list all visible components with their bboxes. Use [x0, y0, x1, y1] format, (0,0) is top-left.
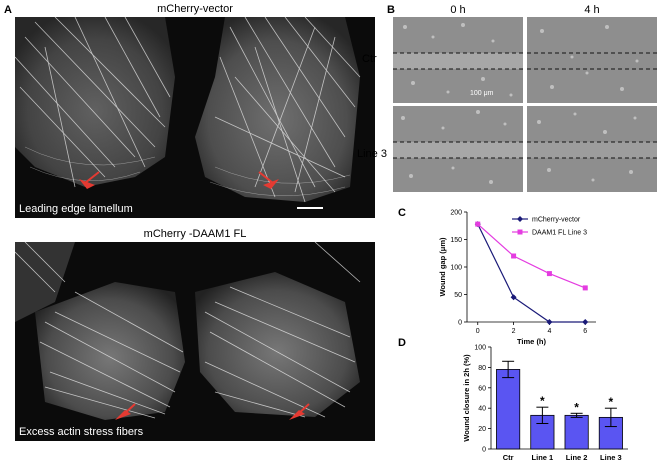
legend-marker-vector	[517, 216, 523, 222]
micrograph-mcherry-vector: Leading edge lamellum	[15, 17, 375, 218]
panel-a-bottom-title: mCherry -DAAM1 FL	[143, 228, 247, 240]
x-tick-label: 2	[512, 328, 516, 335]
phase-ctr-4h	[527, 17, 657, 103]
legend-label-0: mCherry-vector	[532, 217, 581, 224]
y-tick-label: 150	[450, 237, 462, 244]
row-label-ctr: Ctr	[362, 53, 377, 65]
panel-c-label: C	[398, 207, 406, 219]
panel-d-label: D	[398, 337, 406, 349]
col-header-0h: 0 h	[450, 4, 466, 16]
y-axis-title: Wound gap (μm)	[438, 237, 447, 297]
x-tick-label: 6	[583, 328, 587, 335]
panel-a-top-title: mCherry-vector	[157, 3, 233, 15]
phase-line3-0h	[393, 106, 523, 192]
series-line-1	[477, 223, 586, 289]
y-tick-label: 0	[458, 320, 462, 327]
y-tick-label: 100	[450, 265, 462, 272]
point-daam1	[511, 253, 517, 259]
caption-excess-fibers: Excess actin stress fibers	[19, 426, 144, 438]
phase-ctr-0h	[393, 17, 523, 103]
point-vector	[510, 294, 517, 301]
micrograph-mcherry-daam1: Excess actin stress fibers	[15, 242, 375, 441]
y-tick-label: 200	[450, 210, 462, 217]
legend-label-1: DAAM1 FL Line 3	[532, 230, 587, 237]
caption-leading-edge: Leading edge lamellum	[19, 203, 133, 215]
series-line-0	[477, 223, 586, 323]
x-axis-title: Time (h)	[517, 337, 547, 346]
point-daam1	[475, 221, 481, 227]
legend-marker-daam1	[517, 229, 523, 235]
point-daam1	[546, 271, 552, 277]
panel-a-label: A	[4, 4, 12, 16]
col-header-4h: 4 h	[584, 4, 600, 16]
panel-b-label: B	[387, 4, 395, 16]
point-daam1	[582, 285, 588, 291]
scale-bar-label: 100 μm	[470, 90, 494, 97]
phase-line3-4h	[527, 106, 657, 192]
y-tick-label: 50	[454, 292, 462, 299]
x-tick-label: 4	[547, 328, 551, 335]
x-tick-label: 0	[476, 328, 480, 335]
row-label-line3: Line 3	[357, 148, 387, 160]
point-vector	[582, 319, 589, 325]
point-vector	[546, 319, 553, 325]
